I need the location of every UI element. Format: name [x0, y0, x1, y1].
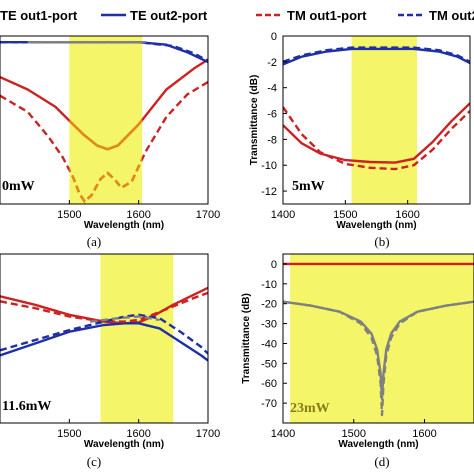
power-label: 0mW [2, 179, 35, 194]
power-label: 23mW [290, 401, 330, 416]
y-tick-label: -10 [261, 160, 277, 172]
y-tick-label: -30 [261, 319, 277, 331]
series-overlay-band [69, 156, 143, 204]
legend-label-te-out1: TE out1-port [0, 8, 78, 23]
x-tick-label: 1600 [412, 428, 436, 440]
x-tick-label: 1600 [126, 209, 150, 221]
series-line-tm-out1-port [0, 291, 208, 323]
highlight-band [69, 36, 143, 204]
legend-label-tm-out2: TM out2-port [429, 8, 474, 23]
y-tick-label: -70 [261, 398, 277, 410]
y-tick-label: -60 [261, 378, 277, 390]
y-axis-label: Transmittance (dB) [249, 75, 260, 166]
series-line-tm-out2-port [283, 46, 470, 63]
y-tick-label: -20 [261, 299, 277, 311]
x-tick-label: 1700 [196, 428, 220, 440]
legend-label-tm-out1: TM out1-port [287, 8, 367, 23]
x-tick-label: 1400 [271, 209, 295, 221]
axes-frame [282, 35, 471, 205]
panel-a: 1500 1600 1700 Wavelength (nm) 0mW [0, 35, 220, 231]
series-line-te-out1-port [283, 102, 470, 164]
caption-a: (a) [87, 234, 101, 249]
y-tick-label: -50 [261, 358, 277, 370]
y-tick-label: -10 [261, 279, 277, 291]
x-tick-label: 1500 [57, 428, 81, 440]
panel-c: 1500 1600 1700 Wavelength (nm) 11.6mW [0, 253, 220, 450]
series-overlay-band [69, 118, 143, 151]
caption-b: (b) [374, 234, 389, 249]
series-line-unlabeled-4 [89, 315, 160, 323]
series-line-tm-out1-port [283, 106, 470, 171]
x-tick-label: 1600 [395, 209, 419, 221]
y-tick-label: 0 [271, 259, 277, 271]
power-label: 11.6mW [2, 399, 51, 414]
x-axis-label: Wavelength (nm) [336, 220, 416, 231]
power-label: 5mW [292, 179, 325, 194]
y-tick-label: -40 [261, 338, 277, 350]
axes-frame [282, 253, 474, 424]
series-line-te-out2-port [0, 322, 208, 362]
series-line-te-out2-port [283, 47, 470, 66]
y-tick-label: -4 [267, 83, 277, 95]
x-tick-label: 1600 [126, 428, 150, 440]
legend-label-te-out2: TE out2-port [130, 8, 208, 23]
axes-frame [0, 253, 209, 424]
series-line-tm-out2-port [0, 313, 208, 355]
caption-c: (c) [87, 454, 101, 469]
y-tick-label: -6 [267, 109, 277, 121]
x-tick-label: 1400 [271, 428, 295, 440]
y-tick-label: -2 [267, 57, 277, 69]
y-tick-label: -12 [261, 186, 277, 198]
y-axis-label: Transmittance (dB) [241, 293, 252, 384]
highlight-band [351, 36, 418, 204]
legend: TE out1-port TE out2-port TM out1-port T… [0, 8, 474, 23]
series-line-tm-out2-port [283, 300, 474, 417]
y-tick-label: 0 [271, 31, 277, 43]
x-tick-label: 1700 [196, 209, 220, 221]
x-tick-label: 1500 [57, 209, 81, 221]
x-tick-label: 1500 [333, 209, 357, 221]
x-axis-label: Wavelength (nm) [84, 220, 164, 231]
y-tick-label: -8 [267, 134, 277, 146]
axes-frame [0, 35, 209, 205]
highlight-band [100, 254, 174, 423]
x-axis-label: Wavelength (nm) [338, 439, 418, 450]
x-tick-label: 1500 [341, 428, 365, 440]
caption-d: (d) [374, 454, 389, 469]
x-axis-label: Wavelength (nm) [84, 439, 164, 450]
